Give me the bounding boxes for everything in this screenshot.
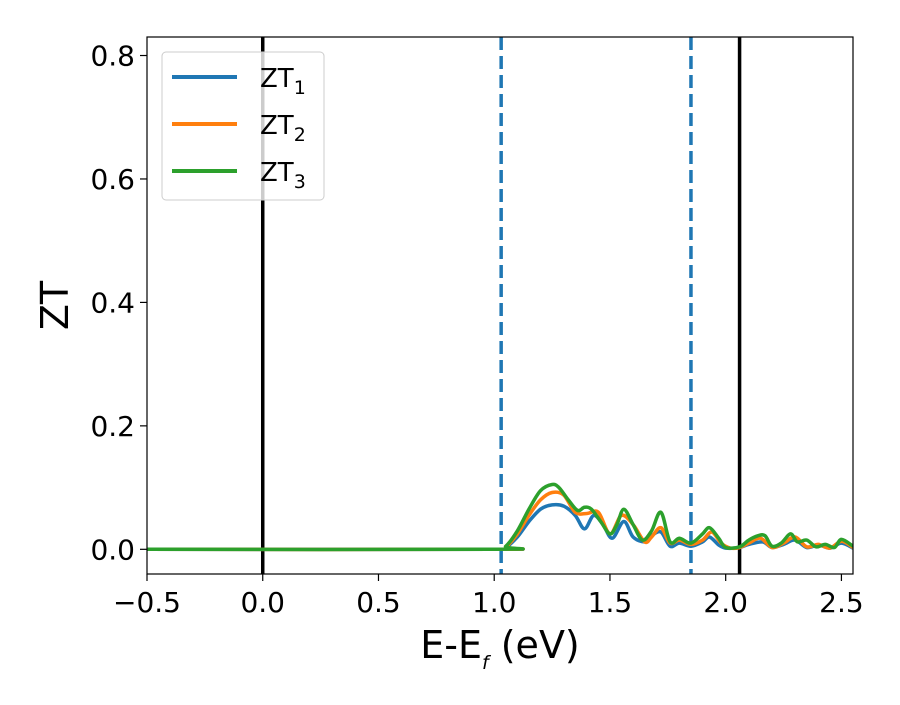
y-tick-label: 0.2 xyxy=(90,410,135,443)
x-tick-label: −0.5 xyxy=(113,586,181,619)
x-axis-ticks: −0.5 0.0 0.5 1.0 1.5 2.0 2.5 xyxy=(113,574,864,619)
series-lines xyxy=(147,482,853,552)
legend-box xyxy=(161,51,325,201)
x-tick-label: 2.0 xyxy=(703,586,748,619)
y-tick-label: 0.8 xyxy=(90,40,135,73)
plot-frame xyxy=(146,36,854,575)
legend-entry-zt2: ZT2 xyxy=(172,111,306,146)
x-tick-label: 0.5 xyxy=(356,586,401,619)
y-axis-ticks: 0.0 0.2 0.4 0.6 0.8 xyxy=(90,40,147,566)
y-tick-label: 0.0 xyxy=(90,533,135,566)
legend-entry-zt3: ZT3 xyxy=(172,158,306,193)
legend-label: ZT2 xyxy=(260,111,306,146)
series-line-zt3 xyxy=(147,482,853,552)
y-tick-label: 0.6 xyxy=(90,163,135,196)
x-tick-label: 1.0 xyxy=(472,586,517,619)
legend-label: ZT1 xyxy=(260,64,306,99)
y-tick-label: 0.4 xyxy=(90,286,135,319)
legend-label: ZT3 xyxy=(260,158,306,193)
y-axis-label: ZT xyxy=(33,280,77,330)
x-axis-label: E-Ef (eV) xyxy=(420,623,580,674)
x-tick-label: 1.5 xyxy=(588,586,633,619)
x-tick-label: 2.5 xyxy=(819,586,864,619)
legend-entry-zt1: ZT1 xyxy=(172,64,306,99)
legend: ZT1 ZT2 ZT3 xyxy=(161,51,325,201)
vertical-reference-lines xyxy=(260,37,742,574)
x-tick-label: 0.0 xyxy=(240,586,285,619)
